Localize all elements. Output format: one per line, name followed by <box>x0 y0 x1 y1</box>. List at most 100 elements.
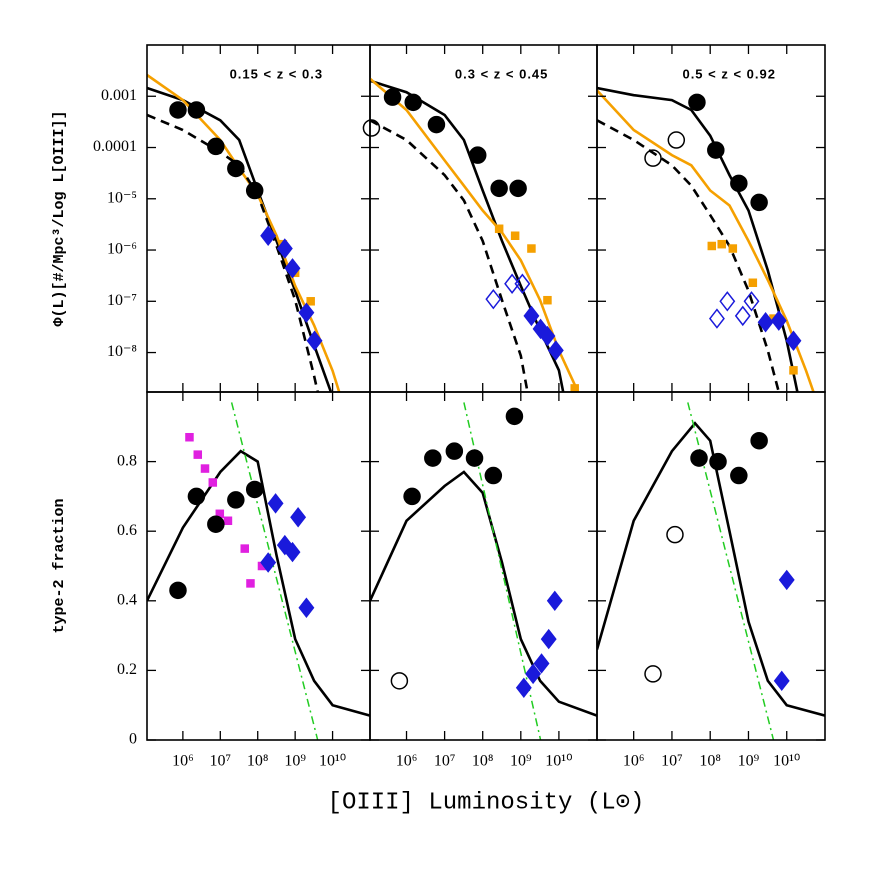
data-point <box>227 159 245 178</box>
data-point <box>778 569 795 591</box>
data-point <box>267 493 284 514</box>
data-point <box>773 670 790 692</box>
x-tick-label: 10¹⁰ <box>319 753 346 770</box>
data-point <box>709 452 727 471</box>
data-point <box>424 449 442 467</box>
x-tick-label: 10⁹ <box>510 753 532 770</box>
panel-frame <box>369 44 598 393</box>
model-curve <box>370 470 597 717</box>
x-tick-label: 10⁷ <box>661 753 683 770</box>
x-tick-label: 10⁶ <box>396 753 418 770</box>
data-point <box>465 449 484 467</box>
model-curve <box>230 402 319 740</box>
x-tick-label: 10⁸ <box>472 753 494 770</box>
data-point <box>547 340 564 361</box>
model-curve <box>370 77 580 392</box>
data-point <box>485 288 502 310</box>
model-curve <box>147 86 333 392</box>
data-point <box>298 302 315 323</box>
x-axis-label: [OIII] Luminosity (L⊙) <box>328 789 645 816</box>
data-point <box>207 515 225 533</box>
panel-title: 0.5 < z < 0.92 <box>682 66 776 81</box>
data-point <box>719 291 736 312</box>
panel-title: 0.15 < z < 0.3 <box>230 66 324 81</box>
data-point <box>490 179 508 198</box>
data-point <box>525 663 542 685</box>
panel-frame <box>596 391 826 741</box>
model-curve <box>597 86 799 392</box>
data-point <box>223 516 233 526</box>
data-point <box>284 258 301 279</box>
data-point <box>527 244 536 253</box>
data-point <box>185 432 194 442</box>
data-point <box>730 174 748 193</box>
data-point <box>207 137 225 156</box>
data-point <box>785 330 802 351</box>
model-curve <box>370 79 565 392</box>
model-curve <box>597 119 781 392</box>
model-curve <box>147 73 341 392</box>
x-tick-label: 10⁶ <box>172 753 194 770</box>
data-point <box>546 590 563 612</box>
data-point <box>743 291 760 312</box>
y-tick-label: 0 <box>129 731 137 748</box>
data-point <box>514 273 531 294</box>
data-point <box>523 305 540 327</box>
x-tick-label: 10⁶ <box>623 753 645 770</box>
y-tick-label: 10⁻⁶ <box>107 241 137 258</box>
data-point <box>200 464 210 473</box>
data-point <box>246 579 255 588</box>
x-tick-label: 10⁹ <box>738 753 760 770</box>
data-point <box>276 238 293 259</box>
data-point <box>515 677 532 699</box>
data-point <box>688 93 706 112</box>
plot-area <box>370 402 597 740</box>
data-point <box>750 193 768 212</box>
data-point <box>484 466 503 485</box>
model-curve <box>370 119 529 392</box>
y-tick-label: 10⁻⁵ <box>107 189 137 206</box>
y-tick-label: 0.6 <box>117 522 137 539</box>
x-tick-label: 10⁹ <box>284 753 306 770</box>
x-tick-label: 10⁷ <box>210 753 232 770</box>
panel: 10⁶ 10⁷ 10⁸ 10⁹ 10¹⁰ [OIII] Luminosity (L⊙) <box>328 391 645 816</box>
data-point <box>245 181 264 200</box>
model-curve <box>597 421 825 717</box>
x-tick-label: 10¹⁰ <box>773 753 800 770</box>
data-point <box>468 146 487 164</box>
data-point <box>750 431 768 450</box>
data-point <box>667 131 686 149</box>
data-point <box>708 308 725 329</box>
data-point <box>403 487 421 506</box>
y-tick-label: 0.4 <box>117 591 137 608</box>
y-tick-label: 10⁻⁸ <box>107 343 137 360</box>
data-point <box>734 305 751 327</box>
data-point <box>290 507 307 528</box>
y-tick-label: 0.0001 <box>93 138 137 155</box>
data-point <box>730 466 748 485</box>
data-point <box>666 525 684 544</box>
data-point <box>690 449 708 467</box>
data-point <box>260 552 277 573</box>
data-point <box>187 101 206 119</box>
panel: 10⁶ 10⁷ 10⁸ 10⁹ 10¹⁰ 0 0.2 0.4 0.6 0.8 type-2 frac… <box>51 391 371 770</box>
panel: 0.3 < z < 0.45 <box>362 44 598 393</box>
data-point <box>509 179 527 198</box>
data-point <box>169 581 187 600</box>
data-point <box>770 310 787 331</box>
data-point <box>644 149 662 167</box>
data-point <box>404 93 422 112</box>
y-axis-label: Φ(L)[#/Mpc³/Log L[OIII]] <box>51 110 68 326</box>
data-point <box>543 295 552 305</box>
data-point <box>445 442 464 460</box>
data-point <box>227 491 245 509</box>
data-point <box>187 487 206 506</box>
x-tick-label: 10⁸ <box>247 753 269 770</box>
data-point <box>757 312 774 333</box>
data-point <box>504 273 521 294</box>
data-point <box>240 544 249 553</box>
data-point <box>789 366 798 375</box>
data-point <box>427 115 446 134</box>
data-point <box>306 297 315 306</box>
